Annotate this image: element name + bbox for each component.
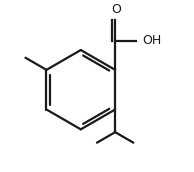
Text: OH: OH xyxy=(142,34,161,47)
Text: O: O xyxy=(111,3,121,16)
